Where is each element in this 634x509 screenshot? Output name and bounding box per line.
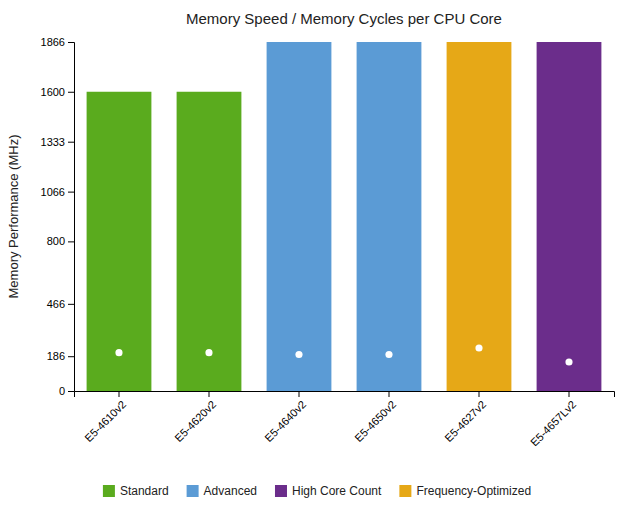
tick: 466 — [47, 298, 74, 310]
dot — [565, 358, 572, 365]
tick-mark — [68, 356, 74, 357]
tick: 1600 — [41, 86, 74, 98]
legend-label: Advanced — [204, 484, 257, 498]
tick-mark — [68, 42, 74, 43]
dot — [205, 349, 212, 356]
tick: E5-4650v2 — [352, 391, 398, 444]
tick-mark — [569, 391, 570, 397]
x-axis: E5-4610v2 E5-4620v2 E5-4640v2 E5-4650v2 E5-4… — [75, 391, 615, 449]
tick-mark — [68, 192, 74, 193]
dot — [475, 344, 482, 351]
tick-label: E5-4640v2 — [262, 398, 308, 444]
tick: E5-4627v2 — [442, 391, 488, 444]
y-axis: 0 186 466 800 1066 1333 1600 1866 — [41, 36, 75, 397]
tick-mark — [68, 142, 74, 143]
bar — [357, 42, 422, 391]
legend-label: Standard — [120, 484, 169, 498]
tick: 800 — [47, 235, 74, 247]
title: Memory Speed / Memory Cycles per CPU Cor… — [186, 10, 502, 27]
tick-label: 1866 — [41, 36, 65, 48]
tick: E5-4640v2 — [262, 391, 308, 444]
marks — [87, 42, 602, 391]
bar — [267, 42, 332, 391]
axis-line — [68, 43, 75, 392]
bar — [177, 92, 242, 391]
chart: 01864668001066133316001866E5-4610v2E5-46… — [0, 0, 634, 509]
tick-label: 800 — [47, 235, 65, 247]
legend-swatch — [103, 485, 115, 497]
dot — [115, 349, 122, 356]
tick-mark — [209, 391, 210, 397]
plot: 01864668001066133316001866E5-4610v2E5-46… — [41, 36, 615, 448]
legend-item: Advanced — [187, 484, 257, 498]
legend-swatch — [399, 485, 411, 497]
tick-mark — [299, 391, 300, 397]
legend-swatch — [187, 485, 199, 497]
chart-container: 01864668001066133316001866E5-4610v2E5-46… — [0, 0, 634, 509]
tick-mark — [389, 391, 390, 397]
tick-mark — [119, 391, 120, 397]
legend-item: Frequency-Optimized — [399, 484, 531, 498]
tick: 1066 — [41, 186, 74, 198]
tick-label: 466 — [47, 298, 65, 310]
tick-label: 0 — [59, 385, 65, 397]
legend-item: Standard — [103, 484, 169, 498]
tick-label: 1600 — [41, 86, 65, 98]
tick-label: E5-4627v2 — [442, 398, 488, 444]
tick-label: E5-4650v2 — [352, 398, 398, 444]
legend-label: Frequency-Optimized — [416, 484, 531, 498]
bar — [537, 42, 602, 391]
tick: 0 — [59, 385, 74, 397]
legend-swatch — [275, 485, 287, 497]
tick-label: 1333 — [41, 136, 65, 148]
tick-label: 1066 — [41, 186, 65, 198]
tick: 186 — [47, 350, 74, 362]
tick-mark — [68, 304, 74, 305]
tick-label: E5-4657Lv2 — [528, 398, 578, 448]
y-axis-label: Memory Performance (MHz) — [6, 135, 21, 299]
tick-mark — [68, 92, 74, 93]
tick-mark — [479, 391, 480, 397]
tick: E5-4610v2 — [82, 391, 128, 444]
tick-mark — [68, 391, 74, 392]
legend: Standard Advanced High Core Count Frequency… — [103, 484, 531, 498]
dot — [385, 351, 392, 358]
tick-mark — [68, 241, 74, 242]
tick: E5-4620v2 — [172, 391, 218, 444]
tick: 1866 — [41, 36, 74, 48]
tick: 1333 — [41, 136, 74, 148]
tick-label: E5-4620v2 — [172, 398, 218, 444]
dot — [295, 351, 302, 358]
tick-label: 186 — [47, 350, 65, 362]
tick: E5-4657Lv2 — [528, 391, 578, 449]
bar — [447, 42, 512, 391]
bar — [87, 92, 152, 391]
legend-item: High Core Count — [275, 484, 382, 498]
legend-label: High Core Count — [292, 484, 382, 498]
tick-label: E5-4610v2 — [82, 398, 128, 444]
axis-line — [75, 392, 615, 398]
